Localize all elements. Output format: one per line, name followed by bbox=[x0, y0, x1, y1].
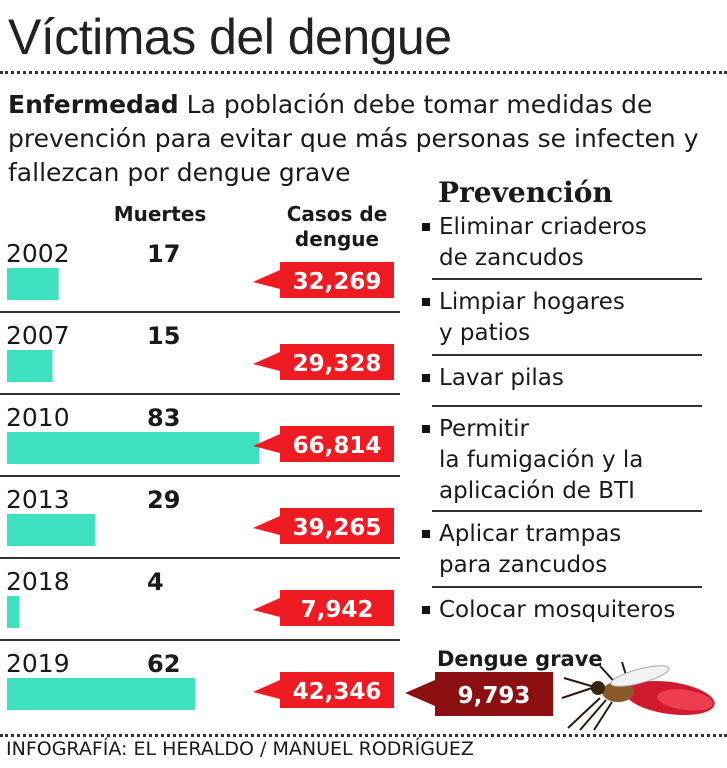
mosquito-illustration bbox=[561, 661, 715, 731]
dengue-chart: 2002 17 32,269 2007 15 29,328 2010 83 66,814 2013… bbox=[0, 239, 400, 710]
deaths-value: 15 bbox=[147, 322, 180, 350]
cases-value: 42,346 bbox=[293, 679, 382, 705]
deaths-value: 62 bbox=[147, 650, 180, 678]
prevention-item-line: y patios bbox=[439, 320, 531, 346]
cases-tag bbox=[253, 262, 394, 298]
prevention-item-line: Permitir bbox=[439, 416, 529, 442]
deaths-bar bbox=[7, 432, 259, 464]
prevention-item: Limpiar hogares y patios bbox=[422, 287, 722, 349]
year-label: 2018 bbox=[6, 567, 70, 596]
severe-dengue-label: Dengue grave bbox=[437, 647, 603, 671]
cases-value: 32,269 bbox=[293, 269, 382, 295]
severe-dengue-tag: 9,793 bbox=[405, 672, 553, 716]
title-divider bbox=[0, 71, 727, 74]
deaths-column-header: Muertes bbox=[113, 202, 207, 226]
prevention-item-line: para zancudos bbox=[439, 552, 608, 578]
intro-paragraph: Enfermedad La población debe tomar medid… bbox=[8, 88, 708, 190]
deaths-bar bbox=[7, 514, 96, 546]
bullet-square-icon bbox=[422, 530, 430, 538]
prevention-title: Prevención bbox=[438, 176, 613, 209]
bullet-square-icon bbox=[422, 298, 430, 306]
cases-column-header: Casos de dengue bbox=[282, 202, 392, 252]
severe-dengue-tag-shape bbox=[405, 672, 553, 716]
cases-value: 39,265 bbox=[293, 515, 382, 541]
credit-line: INFOGRAFÍA: EL HERALDO / MANUEL RODRÍGUE… bbox=[6, 738, 474, 760]
cases-value: 29,328 bbox=[293, 351, 382, 377]
year-label: 2013 bbox=[6, 485, 70, 514]
year-label: 2002 bbox=[6, 239, 70, 268]
cases-tag bbox=[253, 344, 394, 380]
cases-tag bbox=[253, 590, 394, 626]
cases-value: 7,942 bbox=[301, 597, 374, 623]
year-label: 2010 bbox=[6, 403, 70, 432]
cases-tag bbox=[253, 508, 394, 544]
deaths-bar bbox=[7, 596, 20, 628]
prevention-item: Aplicar trampas para zancudos bbox=[422, 519, 722, 581]
prevention-item-line: la fumigación y la bbox=[439, 447, 644, 473]
cases-header-line-2: dengue bbox=[294, 227, 380, 251]
cases-tag bbox=[253, 426, 394, 462]
deaths-bar bbox=[7, 350, 53, 382]
footer-divider bbox=[0, 734, 727, 737]
prevention-item-line: Colocar mosquiteros bbox=[439, 597, 676, 623]
prevention-item-line: Lavar pilas bbox=[439, 365, 564, 391]
deaths-value: 17 bbox=[147, 240, 180, 268]
prevention-item-line: Eliminar criaderos bbox=[439, 214, 647, 240]
prevention-item: Eliminar criaderos de zancudos bbox=[422, 212, 722, 274]
year-label: 2019 bbox=[6, 649, 70, 678]
prevention-item: Colocar mosquiteros bbox=[422, 595, 722, 626]
deaths-value: 83 bbox=[147, 404, 180, 432]
prevention-item: Permitir la fumigación y la aplicación de … bbox=[422, 414, 722, 507]
prevention-separator bbox=[432, 405, 702, 407]
bullet-square-icon bbox=[422, 425, 430, 433]
deaths-value: 4 bbox=[147, 568, 164, 596]
prevention-item: Lavar pilas bbox=[422, 363, 722, 394]
prevention-item-line: de zancudos bbox=[439, 245, 584, 271]
intro-text: La población debe tomar medidas de preve… bbox=[8, 90, 699, 187]
deaths-bar bbox=[7, 678, 196, 710]
deaths-bar bbox=[7, 268, 59, 300]
prevention-separator bbox=[432, 354, 702, 356]
bullet-square-icon bbox=[422, 606, 430, 614]
deaths-value: 29 bbox=[147, 486, 180, 514]
cases-header-line-1: Casos de bbox=[286, 202, 388, 226]
prevention-separator bbox=[432, 586, 702, 588]
cases-tag bbox=[253, 672, 394, 708]
year-label: 2007 bbox=[6, 321, 70, 350]
bullet-square-icon bbox=[422, 223, 430, 231]
severe-dengue-value: 9,793 bbox=[458, 683, 531, 709]
prevention-item-line: aplicación de BTI bbox=[439, 478, 635, 504]
intro-lead: Enfermedad bbox=[8, 90, 179, 119]
page-title: Víctimas del dengue bbox=[8, 9, 452, 65]
prevention-separator bbox=[432, 278, 702, 280]
bullet-square-icon bbox=[422, 374, 430, 382]
cases-value: 66,814 bbox=[293, 433, 382, 459]
prevention-item-line: Limpiar hogares bbox=[439, 289, 625, 315]
prevention-separator bbox=[432, 510, 702, 512]
prevention-item-line: Aplicar trampas bbox=[439, 521, 622, 547]
